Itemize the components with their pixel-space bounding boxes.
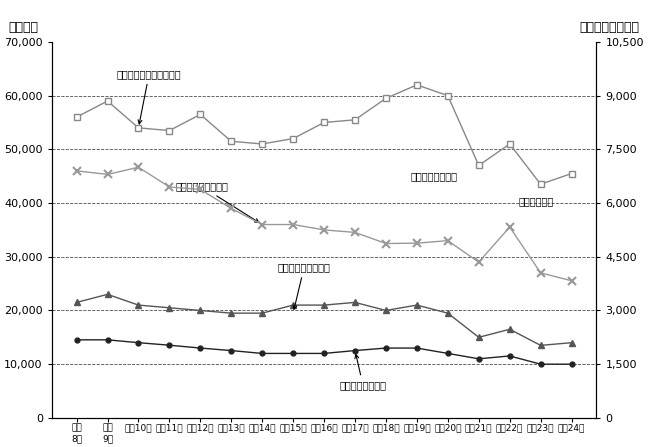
Text: 従業者数【百人】: 従業者数【百人】 xyxy=(340,354,386,390)
Text: 付加価値額【億円】: 付加価値額【億円】 xyxy=(277,262,330,309)
Text: （事業所・百人）: （事業所・百人） xyxy=(580,21,640,34)
Text: 事業所数【事業所】: 事業所数【事業所】 xyxy=(176,181,259,223)
Text: 製造品出荷額等【億円】: 製造品出荷額等【億円】 xyxy=(117,69,181,124)
Text: 東日本大震災: 東日本大震災 xyxy=(519,196,554,206)
Text: リーマンショック: リーマンショック xyxy=(411,171,457,181)
Text: （億円）: （億円） xyxy=(8,21,38,34)
